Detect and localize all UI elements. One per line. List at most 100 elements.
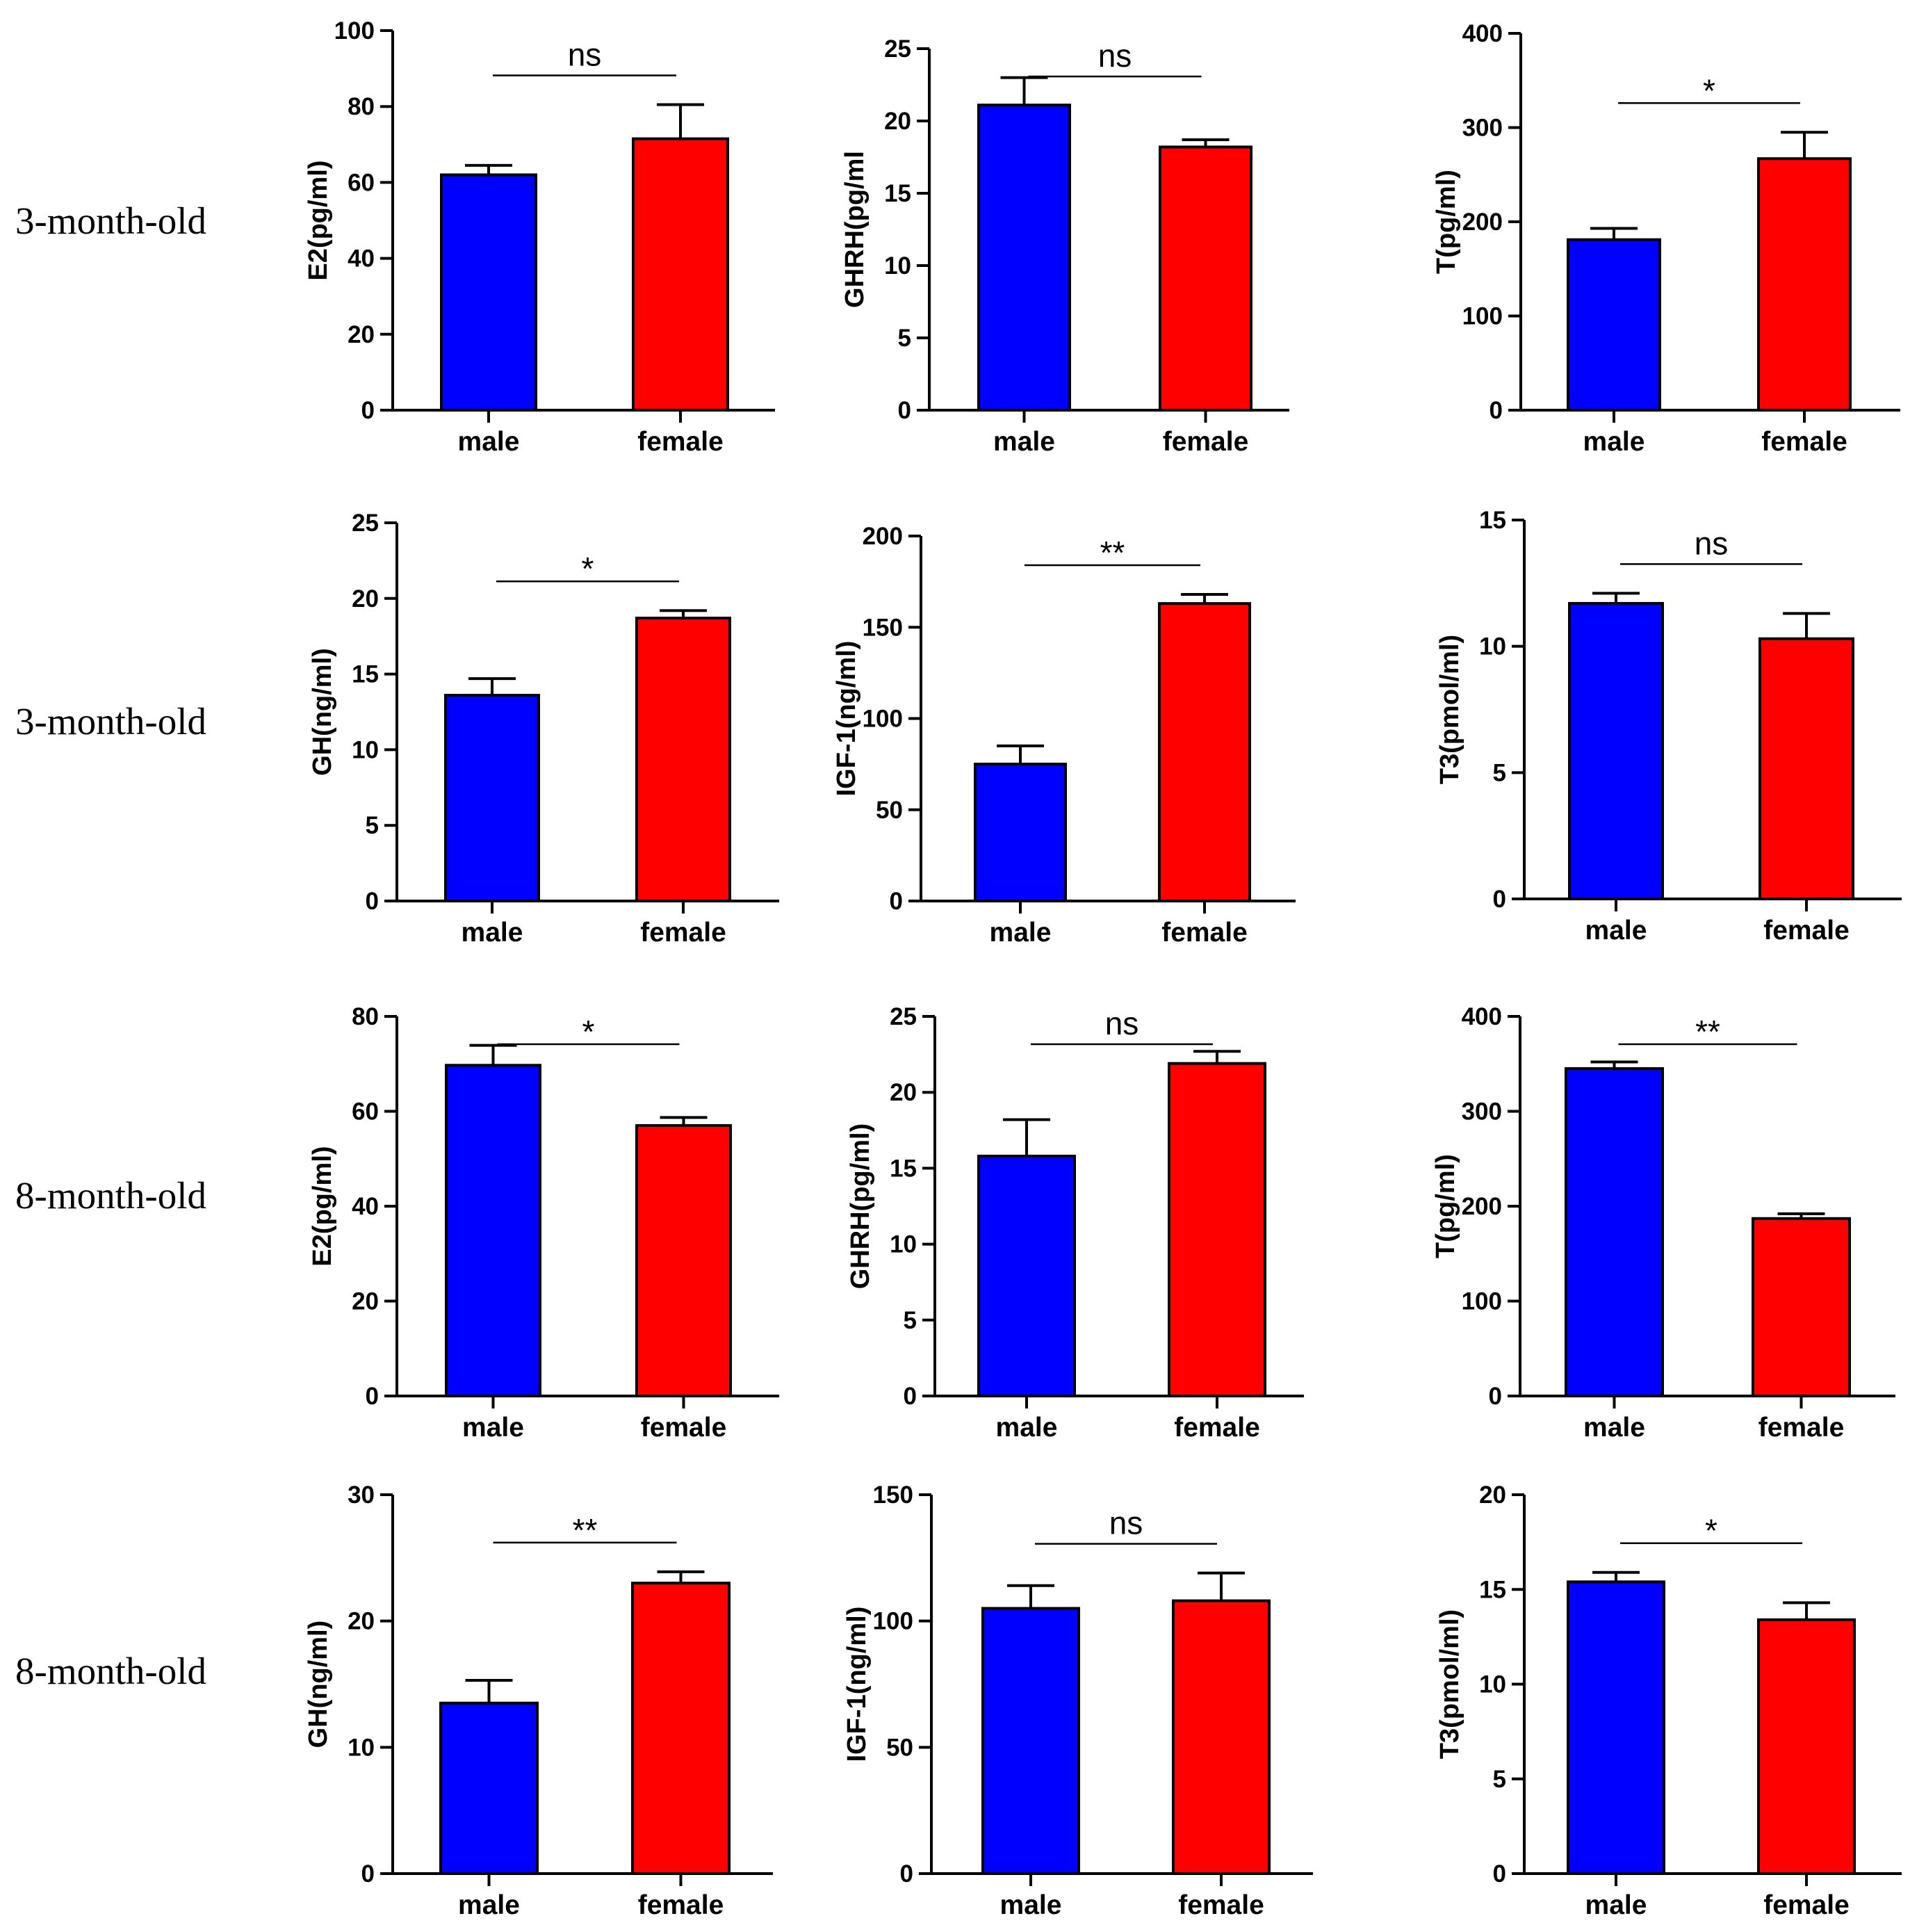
y-tick-label: 80 — [352, 1003, 379, 1030]
category-label-male: male — [458, 1890, 520, 1920]
bar-male — [445, 1064, 541, 1397]
bar-female — [1757, 157, 1852, 412]
y-axis-label: GH(ng/ml) — [304, 1621, 333, 1748]
bar-female — [1172, 1599, 1271, 1876]
y-axis-label: T3(pmol/ml) — [1435, 1609, 1464, 1759]
significance-label: ** — [1695, 1014, 1720, 1050]
y-tick-label: 200 — [863, 523, 903, 550]
bar-female — [632, 137, 729, 412]
y-tick-label: 5 — [898, 325, 911, 352]
y-tick-label: 0 — [366, 888, 379, 915]
y-tick-label: 40 — [352, 1193, 379, 1220]
category-label-male: male — [1585, 916, 1647, 945]
y-tick-label: 15 — [890, 1155, 917, 1182]
y-tick-label: 20 — [1479, 1482, 1506, 1509]
y-tick-label: 25 — [352, 510, 379, 537]
category-label-female: female — [640, 918, 726, 948]
y-axis-label: GHRH(pg/ml) — [846, 1123, 875, 1290]
chart-panel-10: 0 10 20 30 GH(ng/ml) male female ** — [304, 1482, 773, 1920]
y-tick-label: 150 — [873, 1482, 913, 1509]
category-label-female: female — [1761, 427, 1847, 457]
bar-male — [444, 694, 540, 903]
chart-panel-2: 0 5 10 15 20 25 GHRH(pg/ml male female ns — [840, 35, 1289, 457]
y-tick-label: 200 — [1462, 209, 1503, 236]
y-tick-label: 5 — [1493, 1766, 1506, 1793]
y-tick-label: 10 — [1479, 1671, 1506, 1698]
significance-label: ** — [573, 1512, 598, 1548]
y-tick-label: 100 — [873, 1608, 913, 1635]
bar-female — [1758, 637, 1854, 900]
bar-female — [1752, 1217, 1851, 1397]
significance-label: * — [582, 551, 594, 587]
y-tick-label: 10 — [352, 736, 379, 763]
chart-panel-9: 0 100 200 300 400 T(pg/ml) male female ** — [1431, 1003, 1895, 1443]
y-tick-label: 50 — [886, 1734, 913, 1761]
y-tick-label: 50 — [876, 797, 903, 824]
category-label-male: male — [1583, 427, 1645, 457]
y-tick-label: 5 — [366, 812, 379, 839]
y-tick-label: 15 — [1479, 507, 1506, 534]
significance-label: ns — [1098, 38, 1132, 74]
bar-female — [1757, 1618, 1856, 1876]
bar-male — [977, 1154, 1076, 1397]
y-tick-label: 25 — [884, 35, 911, 63]
significance-label: ns — [1109, 1505, 1143, 1541]
bar-male — [1567, 1580, 1665, 1876]
category-label-female: female — [1763, 1890, 1850, 1920]
row-label-1: 3-month-old — [15, 200, 206, 242]
category-label-male: male — [996, 1413, 1058, 1443]
y-tick-label: 40 — [348, 245, 375, 273]
category-label-female: female — [1161, 918, 1248, 948]
y-tick-label: 400 — [1462, 1003, 1502, 1030]
chart-panel-5: 0 50 100 150 200 IGF-1(ng/ml) male female ** — [832, 523, 1296, 948]
category-label-male: male — [993, 427, 1055, 457]
bar-male — [1568, 601, 1664, 901]
bar-female — [635, 1123, 732, 1397]
category-label-female: female — [1174, 1413, 1260, 1443]
y-tick-label: 25 — [890, 1003, 917, 1030]
bar-female — [631, 1582, 731, 1876]
row-label-2: 3-month-old — [15, 700, 206, 742]
y-tick-label: 0 — [1489, 1383, 1502, 1410]
y-axis-label: E2(pg/ml) — [304, 160, 333, 280]
bar-male — [440, 173, 537, 412]
y-tick-label: 20 — [352, 1288, 379, 1315]
y-tick-label: 20 — [348, 321, 375, 348]
category-label-male: male — [990, 918, 1052, 948]
chart-panel-7: 0 20 40 60 80 E2(pg/ml) male female * — [308, 1003, 779, 1443]
y-tick-label: 400 — [1462, 20, 1503, 47]
y-tick-label: 0 — [890, 888, 903, 915]
bar-female — [635, 617, 731, 902]
y-tick-label: 60 — [348, 169, 375, 196]
y-tick-label: 10 — [884, 252, 911, 279]
category-label-female: female — [641, 1413, 727, 1443]
bar-male — [981, 1607, 1080, 1875]
y-tick-label: 10 — [1479, 633, 1506, 660]
y-axis-label: T(pg/ml) — [1432, 170, 1461, 274]
y-axis-label: IGF-1(ng/ml) — [832, 641, 861, 797]
y-axis-label: IGF-1(ng/ml) — [842, 1607, 872, 1762]
y-axis-label: T(pg/ml) — [1431, 1154, 1460, 1258]
category-label-female: female — [1763, 916, 1850, 945]
category-label-male: male — [462, 918, 523, 948]
y-tick-label: 0 — [904, 1383, 917, 1410]
y-tick-label: 15 — [884, 180, 911, 207]
y-axis-label: GHRH(pg/ml — [840, 151, 870, 308]
y-tick-label: 30 — [348, 1482, 375, 1509]
y-tick-label: 0 — [898, 397, 911, 424]
chart-panel-8: 0 5 10 15 20 25 GHRH(pg/ml) male female ns — [846, 1003, 1304, 1443]
y-tick-label: 200 — [1462, 1193, 1502, 1220]
category-label-female: female — [1178, 1890, 1264, 1920]
y-tick-label: 0 — [900, 1860, 913, 1888]
y-tick-label: 100 — [334, 17, 375, 44]
y-tick-label: 15 — [352, 661, 379, 688]
y-tick-label: 20 — [884, 108, 911, 135]
significance-label: * — [582, 1014, 595, 1050]
y-tick-label: 20 — [352, 585, 379, 612]
row-label-4: 8-month-old — [15, 1650, 206, 1692]
bar-male — [1565, 1067, 1664, 1397]
y-axis-label: T3(pmol/ml) — [1435, 635, 1464, 784]
y-tick-label: 0 — [366, 1383, 379, 1410]
